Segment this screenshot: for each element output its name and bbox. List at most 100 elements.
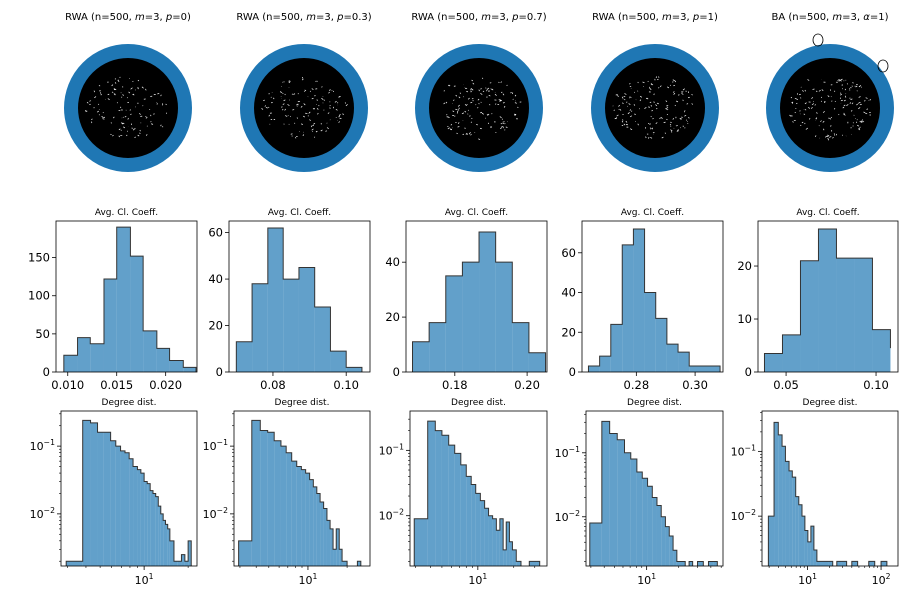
hist-bar bbox=[140, 473, 145, 566]
network-edge bbox=[165, 103, 167, 106]
network-panel: RWA (n=500, m=3, p=0) bbox=[64, 12, 192, 172]
network-edge bbox=[464, 110, 467, 113]
hist-bar bbox=[77, 337, 91, 372]
self-loop bbox=[812, 33, 824, 47]
network-edge bbox=[301, 78, 304, 81]
network-edge bbox=[684, 115, 687, 117]
network-edge bbox=[296, 117, 298, 119]
hist-bar bbox=[804, 530, 808, 566]
network-edge bbox=[818, 89, 821, 92]
network-edge bbox=[824, 101, 826, 103]
network-edge bbox=[792, 121, 794, 123]
tick-label: 20 bbox=[208, 319, 223, 333]
panel-title: RWA (n=500, m=3, p=0.7) bbox=[411, 12, 546, 23]
hist-bar bbox=[516, 561, 521, 566]
network-edge bbox=[815, 117, 818, 119]
network-edge bbox=[487, 113, 490, 116]
hist-bar bbox=[152, 493, 156, 566]
network-edge bbox=[682, 99, 684, 102]
hist-outline bbox=[767, 421, 888, 566]
network-edge bbox=[452, 110, 455, 113]
hist-outline bbox=[412, 231, 547, 372]
panel-title: RWA (n=500, m=3, p=0.3) bbox=[236, 12, 371, 23]
tick-label: 0.20 bbox=[514, 378, 540, 392]
tick-label: 0.18 bbox=[442, 378, 468, 392]
clustering-hist-panel: Avg. Cl. Coeff. 0 10 20 0.05 0.10 bbox=[737, 208, 899, 392]
network-edge bbox=[462, 133, 465, 136]
network-edge bbox=[851, 102, 854, 105]
network-edge bbox=[669, 124, 672, 126]
network-edge bbox=[132, 93, 135, 96]
hist-bar bbox=[173, 561, 178, 566]
network-edge bbox=[482, 90, 485, 93]
hist-bar bbox=[336, 528, 340, 566]
network-edge bbox=[450, 128, 452, 131]
panel-title: Degree dist. bbox=[803, 398, 858, 408]
network-edge bbox=[447, 127, 450, 130]
network-edge bbox=[313, 122, 316, 125]
network-edge bbox=[308, 111, 311, 114]
network-edge bbox=[664, 132, 666, 134]
network-edge bbox=[287, 104, 290, 106]
network-edge bbox=[639, 95, 643, 98]
panel-title: Degree dist. bbox=[275, 398, 330, 408]
network-edge bbox=[631, 110, 633, 112]
network-edge bbox=[502, 121, 505, 123]
network-edge bbox=[815, 90, 818, 93]
hist-outline bbox=[587, 228, 721, 372]
network-edge bbox=[338, 121, 340, 123]
hist-bar bbox=[673, 550, 677, 566]
network-edge bbox=[156, 103, 159, 105]
hist-bar bbox=[678, 352, 690, 372]
degree-dist-panel: Degree dist. 10−2 10−1 101 bbox=[203, 398, 371, 587]
hist-bar bbox=[661, 516, 666, 566]
network-edge bbox=[657, 76, 660, 78]
hist-bar bbox=[301, 469, 306, 566]
hist-bar bbox=[260, 430, 268, 566]
hist-bar bbox=[881, 561, 887, 566]
network-edge bbox=[677, 129, 679, 131]
panel-title: Avg. Cl. Coeff. bbox=[445, 208, 508, 218]
network-edge bbox=[649, 127, 652, 130]
network-edge bbox=[851, 110, 853, 112]
tick-label: 0.05 bbox=[773, 378, 799, 392]
network-edge bbox=[807, 79, 810, 81]
hist-bar bbox=[63, 355, 78, 372]
hist-bar bbox=[841, 561, 847, 566]
hist-bar bbox=[120, 450, 126, 566]
hist-bar bbox=[601, 421, 610, 566]
network-edge bbox=[814, 104, 816, 106]
hist-bar bbox=[609, 433, 618, 566]
network-edge bbox=[123, 126, 126, 129]
network-edge bbox=[667, 86, 670, 89]
network-edge bbox=[477, 98, 480, 101]
network-edge bbox=[114, 82, 117, 84]
network-edge bbox=[261, 108, 264, 110]
network-edge bbox=[650, 137, 653, 139]
network-edge bbox=[85, 110, 88, 112]
network-edge bbox=[323, 99, 325, 101]
network-edge bbox=[796, 102, 798, 105]
network-panel: RWA (n=500, m=3, p=0.3) bbox=[236, 12, 372, 172]
network-edge bbox=[665, 107, 667, 110]
network-graph bbox=[64, 44, 192, 172]
network-edge bbox=[844, 96, 847, 98]
hist-bar bbox=[169, 540, 174, 566]
network-edge bbox=[302, 115, 306, 118]
hist-bar bbox=[666, 344, 679, 372]
network-edge bbox=[864, 99, 866, 102]
hist-bar bbox=[252, 283, 268, 372]
tick-label: 101 bbox=[298, 572, 317, 587]
network-edge bbox=[98, 84, 101, 87]
network-edge bbox=[118, 128, 121, 131]
network-edge bbox=[801, 90, 804, 92]
hist-bar bbox=[529, 561, 533, 566]
network-edge bbox=[656, 102, 660, 105]
network-edge bbox=[450, 123, 453, 126]
hist-outline bbox=[63, 226, 197, 372]
network-edge bbox=[624, 93, 627, 95]
network-edge bbox=[655, 104, 658, 107]
clustering-hist-panel: Avg. Cl. Coeff. 0 20 40 60 0.28 0.30 bbox=[561, 208, 724, 392]
network-edge bbox=[110, 122, 113, 124]
hist-bar bbox=[144, 481, 148, 566]
